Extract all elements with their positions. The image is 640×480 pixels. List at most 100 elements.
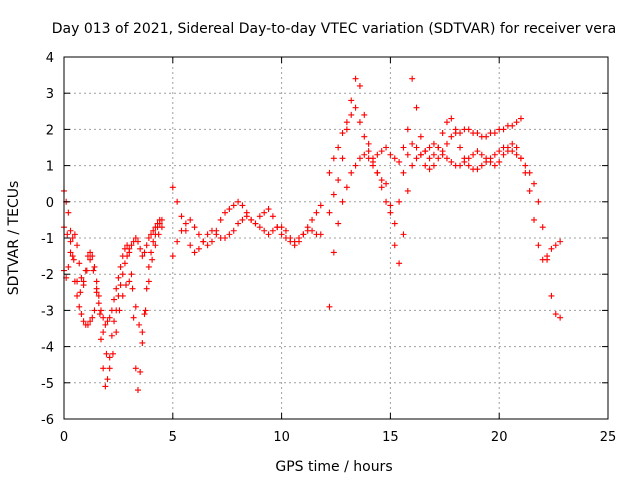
data-point — [84, 321, 91, 328]
y-tick-label: 1 — [46, 160, 54, 175]
data-point — [121, 245, 128, 252]
data-point — [217, 216, 224, 223]
data-point — [517, 155, 524, 162]
data-point — [369, 162, 376, 169]
grid — [64, 57, 608, 419]
data-point — [124, 242, 131, 249]
data-point — [435, 144, 442, 151]
data-point — [396, 260, 403, 267]
data-point — [132, 235, 139, 241]
data-point — [141, 311, 148, 318]
data-point — [78, 274, 85, 281]
data-point — [504, 144, 511, 151]
data-point — [136, 321, 143, 328]
data-point — [335, 220, 342, 227]
data-point — [150, 227, 157, 234]
data-point — [204, 242, 211, 249]
data-point — [404, 187, 411, 194]
data-point — [89, 253, 96, 260]
data-point — [158, 224, 165, 231]
data-point — [230, 202, 237, 209]
data-point — [178, 213, 185, 220]
data-point — [143, 285, 150, 292]
data-point — [100, 314, 107, 321]
series-track-d — [169, 198, 324, 260]
data-point — [396, 198, 403, 205]
data-point — [309, 227, 316, 234]
series-track-e — [169, 184, 324, 256]
data-point — [474, 166, 481, 173]
data-point — [139, 253, 146, 260]
data-point — [352, 162, 359, 169]
data-point — [378, 148, 385, 155]
data-point — [500, 151, 507, 158]
data-point — [239, 216, 246, 223]
data-point — [256, 224, 263, 231]
data-point — [535, 242, 542, 249]
data-point — [226, 206, 233, 213]
data-point — [474, 130, 481, 137]
data-point — [557, 314, 564, 321]
data-point — [448, 115, 455, 122]
data-point — [91, 263, 98, 270]
data-point — [548, 245, 555, 252]
data-point — [413, 155, 420, 162]
data-point — [309, 216, 316, 223]
data-point — [117, 282, 124, 289]
data-point — [108, 307, 115, 314]
data-point — [539, 224, 546, 231]
data-point — [174, 198, 181, 205]
data-point — [208, 238, 215, 245]
data-point — [71, 231, 78, 238]
data-point — [113, 285, 120, 292]
data-point — [417, 133, 424, 140]
data-point — [91, 307, 98, 314]
data-point — [70, 256, 77, 263]
data-point — [130, 314, 137, 321]
data-point — [296, 238, 303, 245]
data-point — [348, 111, 355, 118]
data-point — [119, 271, 126, 278]
x-tick-label: 15 — [382, 430, 399, 445]
data-point — [387, 151, 394, 158]
x-tick-label: 5 — [169, 430, 177, 445]
data-point — [87, 249, 94, 256]
data-point — [522, 169, 529, 176]
data-point — [106, 354, 113, 361]
data-point — [74, 278, 81, 285]
data-point — [97, 307, 104, 314]
data-point — [383, 198, 390, 205]
data-point — [74, 292, 81, 299]
data-point — [102, 321, 109, 328]
data-point — [104, 318, 111, 325]
data-point — [121, 260, 128, 267]
data-point — [282, 227, 289, 234]
data-point — [100, 329, 107, 336]
data-point — [103, 350, 110, 357]
data-point — [269, 227, 276, 234]
data-point — [269, 213, 276, 220]
data-point — [426, 155, 433, 162]
data-point — [413, 144, 420, 151]
data-point — [548, 292, 555, 299]
x-tick-label: 20 — [491, 430, 508, 445]
data-point — [76, 260, 83, 267]
data-point — [134, 387, 141, 394]
data-point — [383, 180, 390, 187]
data-point — [339, 130, 346, 137]
data-point — [187, 216, 194, 223]
data-point — [443, 140, 450, 147]
data-point — [78, 311, 85, 318]
data-point — [483, 155, 490, 162]
data-point — [356, 119, 363, 126]
data-point — [96, 311, 103, 318]
data-point — [106, 365, 113, 372]
x-tick-label: 10 — [273, 430, 290, 445]
data-point — [317, 202, 324, 209]
data-point — [352, 75, 359, 82]
data-point — [145, 263, 152, 270]
data-point — [282, 235, 289, 241]
data-point — [474, 148, 481, 155]
data-point — [104, 376, 111, 383]
